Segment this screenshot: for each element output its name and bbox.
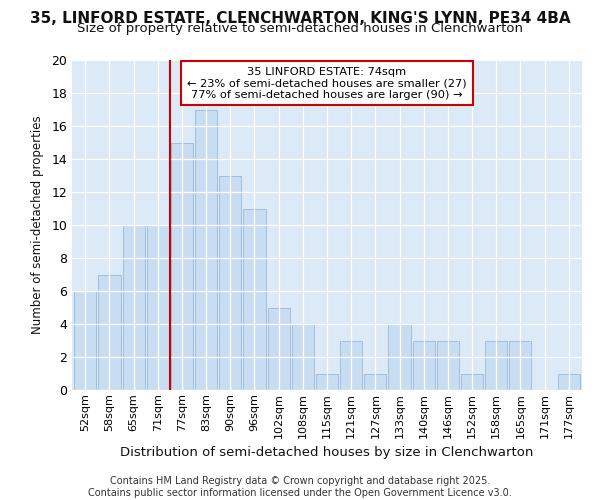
Bar [74,291,97,390]
Bar [316,374,338,390]
Bar [364,374,386,390]
Bar [146,225,169,390]
Bar [219,176,241,390]
X-axis label: Distribution of semi-detached houses by size in Clenchwarton: Distribution of semi-detached houses by … [121,446,533,459]
Text: 35 LINFORD ESTATE: 74sqm
← 23% of semi-detached houses are smaller (27)
77% of s: 35 LINFORD ESTATE: 74sqm ← 23% of semi-d… [187,66,467,100]
Text: 35, LINFORD ESTATE, CLENCHWARTON, KING'S LYNN, PE34 4BA: 35, LINFORD ESTATE, CLENCHWARTON, KING'S… [29,11,571,26]
Text: Size of property relative to semi-detached houses in Clenchwarton: Size of property relative to semi-detach… [77,22,523,35]
Bar [292,324,314,390]
Bar [340,340,362,390]
Bar [171,142,193,390]
Bar [437,340,459,390]
Bar [461,374,483,390]
Bar [98,274,121,390]
Bar [244,208,266,390]
Bar [122,225,145,390]
Bar [413,340,435,390]
Bar [557,374,580,390]
Y-axis label: Number of semi-detached properties: Number of semi-detached properties [31,116,44,334]
Bar [388,324,410,390]
Bar [268,308,290,390]
Bar [509,340,532,390]
Bar [485,340,508,390]
Bar [195,110,217,390]
Text: Contains HM Land Registry data © Crown copyright and database right 2025.
Contai: Contains HM Land Registry data © Crown c… [88,476,512,498]
